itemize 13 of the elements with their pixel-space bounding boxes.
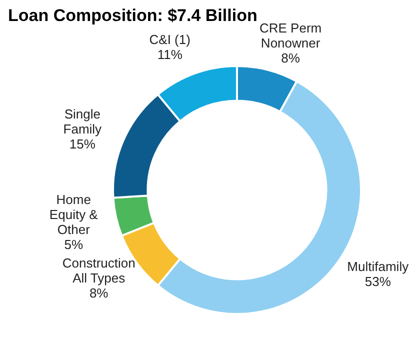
chart-title: Loan Composition: $7.4 Billion: [8, 6, 258, 26]
data-label: 15%: [69, 136, 96, 152]
data-label: 53%: [364, 274, 392, 289]
slice-label: Single Family: [63, 106, 102, 137]
data-label: 8%: [89, 285, 109, 300]
slice-label: Home Equity & Other: [49, 192, 98, 238]
slice-label: Multifamily: [347, 258, 410, 274]
data-label: 11%: [157, 47, 183, 62]
slice-label: Construction All Types: [62, 255, 136, 286]
data-label: 5%: [64, 237, 84, 252]
slice-label: C&I (1): [149, 32, 190, 48]
data-label: 8%: [281, 50, 300, 66]
slice-label: CRE Perm Nonowner: [259, 20, 322, 50]
